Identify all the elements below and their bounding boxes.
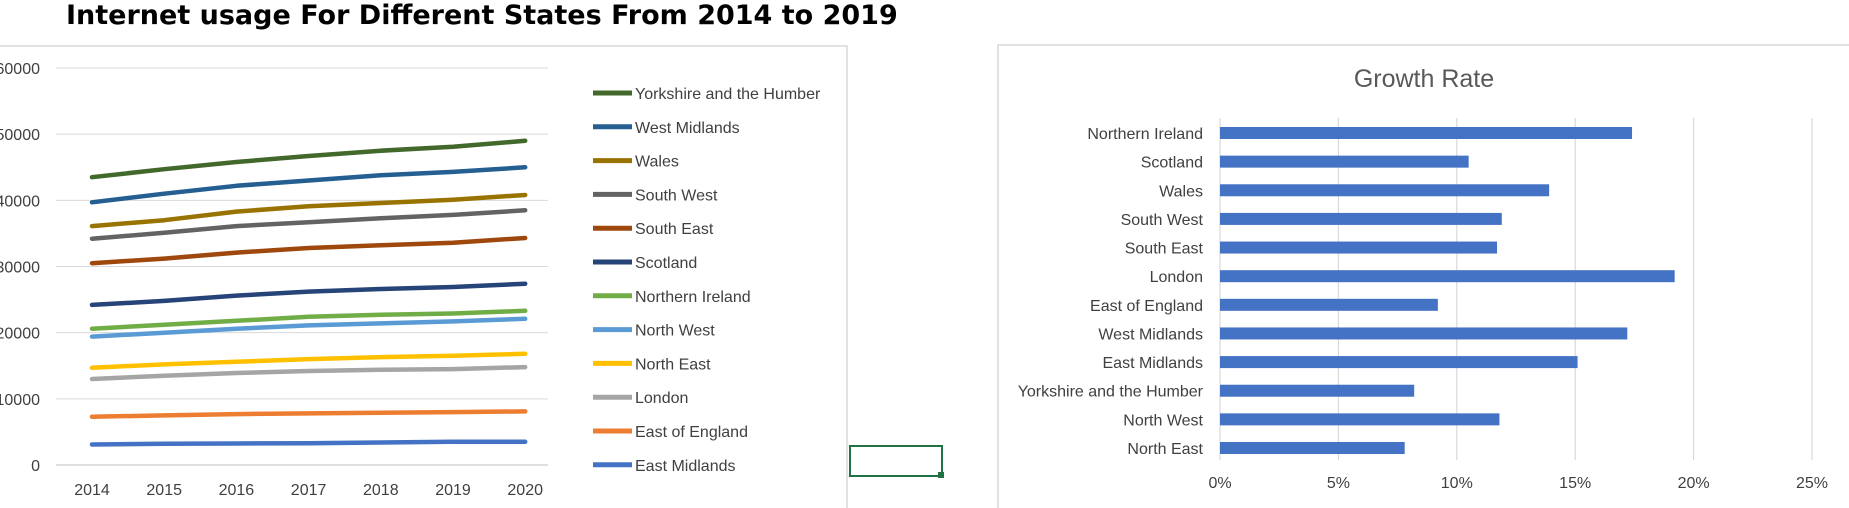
category-label: South East	[1125, 241, 1204, 258]
category-label: Scotland	[1141, 155, 1203, 172]
bar	[1220, 212, 1502, 225]
bar	[1220, 442, 1405, 454]
category-label: East Midlands	[1103, 355, 1204, 372]
line-chart-legend: Yorkshire and the Humber West Midlands Wal…	[593, 86, 821, 475]
legend-label: Wales	[635, 154, 679, 171]
growth-rate-chart: Growth Rate 0% 5% 10% 15% 20% 25% Northern Irel…	[997, 44, 1849, 508]
series-line	[89, 439, 528, 447]
y-tick-label: 40000	[0, 193, 40, 210]
category-label: Wales	[1159, 183, 1203, 200]
y-tick-label: 30000	[0, 260, 40, 277]
x-tick-label: 10%	[1441, 475, 1473, 492]
x-tick-label: 2017	[291, 482, 327, 499]
y-tick-label: 0	[31, 458, 40, 475]
category-label: London	[1150, 269, 1203, 286]
y-tick-label: 50000	[0, 127, 40, 144]
x-tick-label: 2019	[435, 482, 471, 499]
x-tick-label: 2018	[363, 482, 399, 499]
x-tick-label: 2014	[74, 482, 110, 499]
category-label: Northern Ireland	[1087, 126, 1203, 143]
category-label: East of England	[1090, 298, 1203, 315]
line-chart-panel	[0, 45, 848, 508]
series-line	[89, 208, 528, 241]
legend-label: Yorkshire and the Humber	[635, 86, 821, 103]
x-tick-label: 20%	[1678, 475, 1710, 492]
page-title: Internet usage For Different States From…	[66, 0, 898, 31]
bar	[1220, 384, 1415, 397]
y-tick-label: 20000	[0, 326, 40, 343]
x-tick-label: 2020	[507, 482, 543, 499]
bar	[1220, 298, 1438, 311]
category-label: Yorkshire and the Humber	[1018, 384, 1204, 401]
bar	[1220, 155, 1469, 168]
x-tick-label: 2016	[219, 482, 255, 499]
series-line	[89, 308, 528, 331]
category-label: South West	[1121, 212, 1204, 229]
x-tick-label: 5%	[1327, 475, 1350, 492]
bar	[1220, 241, 1498, 254]
bar	[1220, 413, 1500, 426]
legend-label: North West	[635, 323, 715, 340]
series-line	[89, 351, 528, 370]
legend-label: East of England	[635, 424, 748, 441]
selected-cell[interactable]	[849, 445, 943, 477]
series-line	[89, 192, 528, 229]
y-tick-label: 60000	[0, 61, 40, 78]
bar	[1220, 270, 1675, 283]
category-label: West Midlands	[1098, 326, 1203, 343]
series-line	[89, 409, 528, 419]
series-line	[89, 138, 528, 180]
bar	[1220, 184, 1550, 197]
bar	[1220, 356, 1578, 369]
legend-label: South West	[635, 187, 718, 204]
chart-title: Growth Rate	[1354, 65, 1494, 93]
category-label: North West	[1123, 412, 1203, 429]
selected-cell-handle[interactable]	[938, 472, 944, 478]
y-tick-label: 10000	[0, 392, 40, 409]
bar	[1220, 127, 1633, 139]
series-line	[89, 316, 528, 339]
legend-label: London	[635, 390, 688, 407]
legend-label: East Midlands	[635, 458, 736, 475]
series-line	[89, 235, 528, 266]
line-chart: 0 10000 20000 30000 40000 50000 60000 2014 2015 2…	[0, 45, 848, 508]
bar	[1220, 327, 1628, 340]
x-tick-label: 25%	[1796, 475, 1828, 492]
category-label: North East	[1127, 441, 1203, 458]
legend-label: South East	[635, 221, 714, 238]
legend-label: Scotland	[635, 255, 697, 272]
x-tick-label: 2015	[146, 482, 182, 499]
series-line	[89, 364, 528, 382]
legend-label: North East	[635, 356, 711, 373]
legend-label: Northern Ireland	[635, 289, 751, 306]
x-tick-label: 15%	[1559, 475, 1591, 492]
x-tick-label: 0%	[1208, 475, 1231, 492]
series-line	[89, 281, 528, 308]
legend-label: West Midlands	[635, 120, 740, 137]
series-line	[89, 165, 528, 205]
